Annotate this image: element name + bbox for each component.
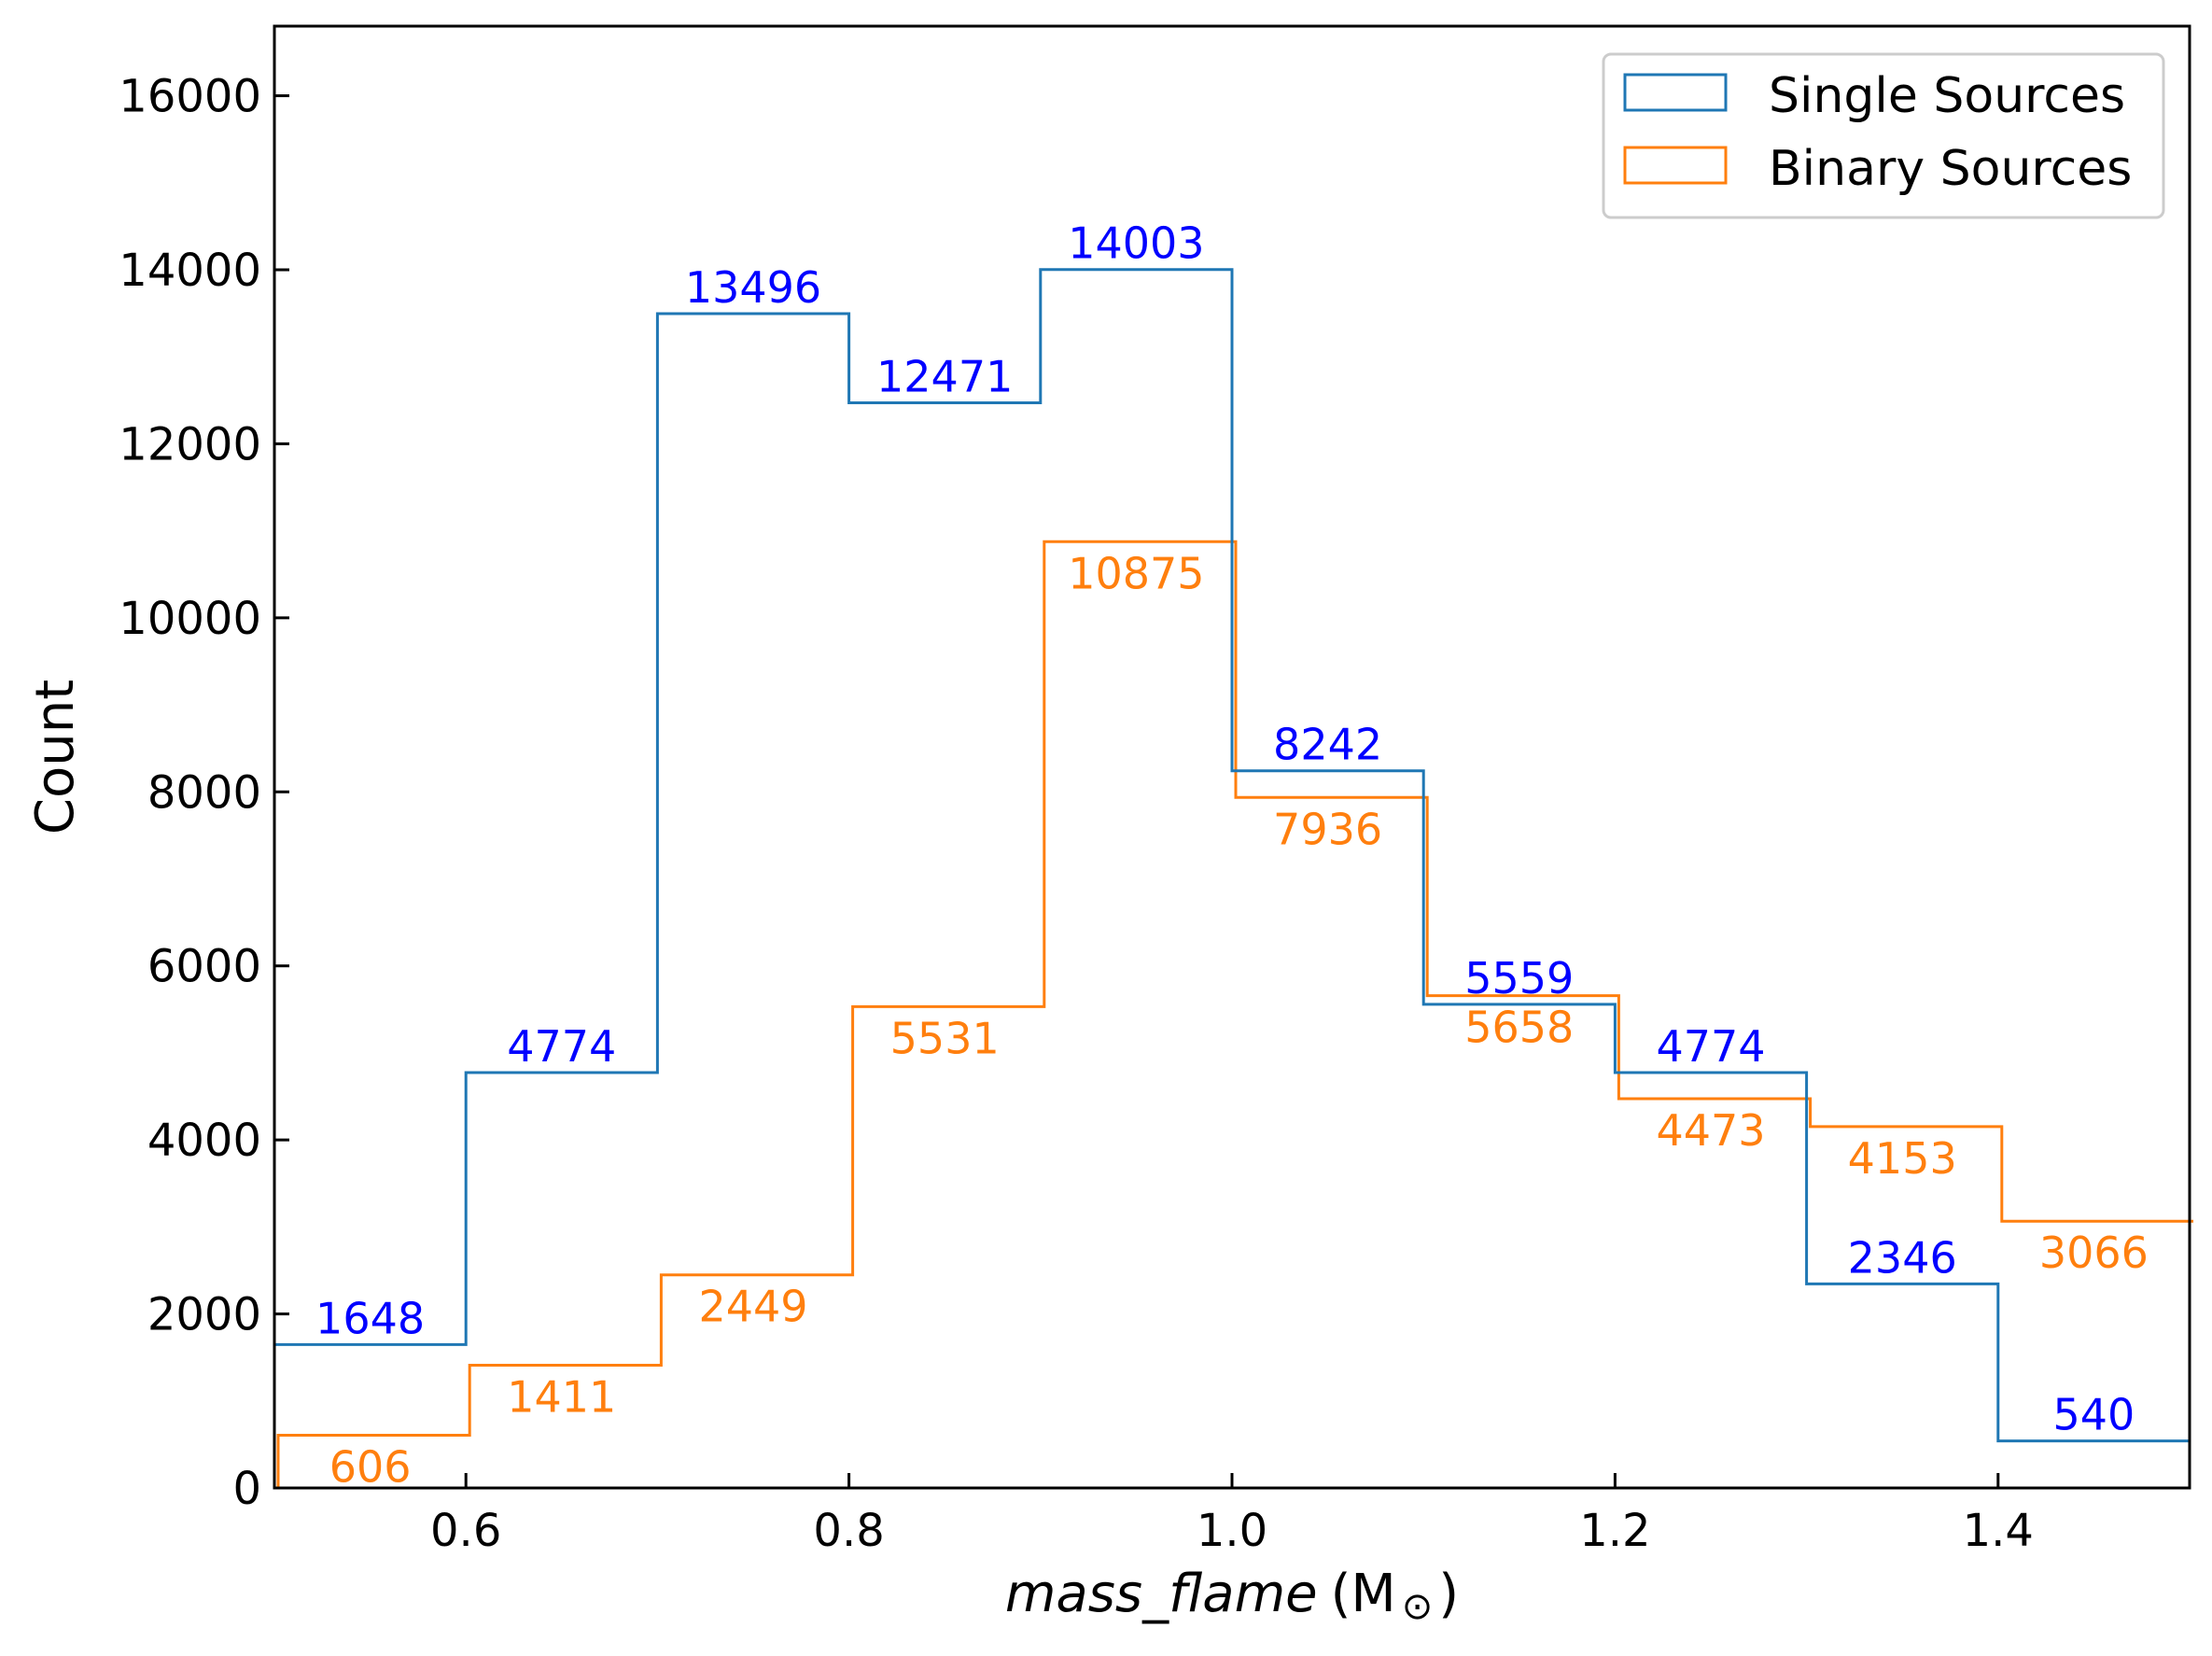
x-tick-label: 1.2 [1579,1505,1650,1557]
x-axis-title: mass_flame (M ⊙) [1005,1564,1459,1628]
legend-swatch-binary-sources [1623,146,1728,185]
data-label-single-sources: 4774 [1656,1021,1765,1072]
data-label-single-sources: 14003 [1068,218,1204,269]
data-label-binary-sources: 7936 [1273,804,1382,854]
data-label-single-sources: 4774 [507,1021,616,1072]
data-label-single-sources: 13496 [685,262,821,313]
data-label-single-sources: 1648 [315,1293,425,1343]
data-label-binary-sources: 3066 [2039,1228,2149,1278]
y-axis-title: Count [25,680,86,835]
y-tick-label: 4000 [147,1115,261,1167]
plot-frame [273,24,2191,1490]
x-axis-title-unit: (M [1331,1564,1396,1624]
y-tick-label: 2000 [147,1289,261,1341]
data-labels: 606 1411 2449 5531 10875 7936 5658 4473 4153 3066… [315,218,2149,1493]
x-axis: 0.6 0.8 1.0 1.2 1.4 [430,1473,2034,1557]
y-tick-label: 16000 [119,71,261,123]
x-tick-label: 0.6 [430,1505,501,1557]
data-label-single-sources: 8242 [1273,720,1382,770]
data-label-binary-sources: 5658 [1464,1003,1574,1053]
legend-label-binary-sources: Binary Sources [1769,141,2132,197]
x-tick-label: 1.0 [1197,1505,1267,1557]
legend-box [1602,52,2165,219]
y-axis: 0 2000 4000 6000 8000 10000 12000 14000 16000 [119,71,289,1515]
data-label-single-sources: 12471 [876,352,1013,402]
data-label-binary-sources: 2449 [698,1282,807,1332]
series-step-single-sources [273,268,2190,1488]
solar-mass-symbol: ⊙ [1402,1585,1434,1628]
data-label-binary-sources: 1411 [507,1371,616,1422]
y-tick-label: 8000 [147,766,261,819]
data-label-single-sources: 2346 [1848,1232,1957,1283]
data-label-binary-sources: 4473 [1656,1105,1765,1156]
data-label-single-sources: 540 [2052,1390,2135,1440]
data-label-binary-sources: 4153 [1848,1133,1957,1184]
legend: Single Sources Binary Sources [1602,52,2165,219]
y-tick-label: 14000 [119,245,261,297]
y-tick-label: 12000 [119,418,261,470]
data-label-binary-sources: 5531 [890,1013,1000,1063]
y-tick-label: 10000 [119,593,261,645]
y-tick-label: 6000 [147,941,261,993]
data-label-single-sources: 5559 [1464,953,1574,1003]
data-label-binary-sources: 10875 [1068,548,1204,598]
y-tick-label: 0 [232,1463,261,1515]
series-layer [273,268,2193,1488]
x-tick-label: 1.4 [1963,1505,2034,1557]
legend-swatch-single-sources [1623,73,1728,112]
x-axis-title-unit-close: ) [1438,1564,1459,1624]
data-label-binary-sources: 606 [329,1442,412,1493]
x-axis-title-main: mass_flame [1005,1564,1318,1624]
series-step-binary-sources [276,540,2193,1488]
legend-label-single-sources: Single Sources [1769,68,2125,124]
x-tick-label: 0.8 [813,1505,884,1557]
